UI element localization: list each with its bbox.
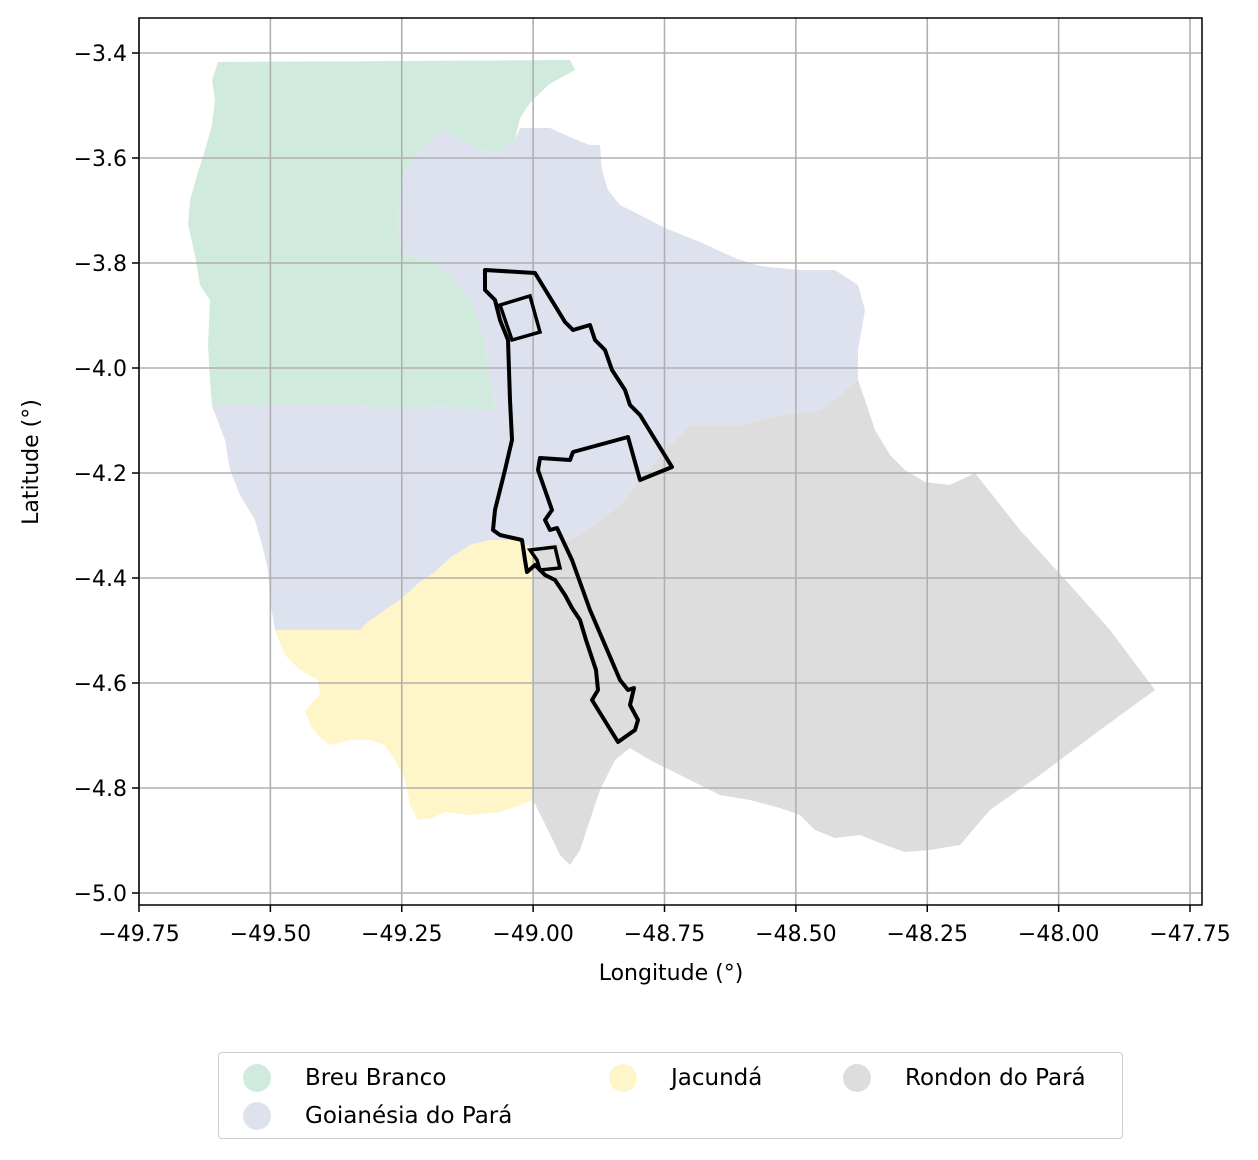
region-goianesia-do-para [212,128,865,630]
legend-item-goianesia-do-para: Goianésia do Pará [243,1101,512,1131]
outline-upper [483,268,674,744]
legend-item-rondon-do-para: Rondon do Pará [843,1063,1086,1093]
legend-marker [843,1064,871,1092]
y-tick-label: −4.2 [74,462,127,487]
x-tick-label: −48.75 [624,922,705,947]
legend-label: Breu Branco [305,1065,447,1091]
x-tick-label: −47.75 [1149,922,1230,947]
y-tick-label: −4.4 [74,567,127,592]
y-tick-label: −4.0 [74,357,127,382]
legend-item-breu-branco: Breu Branco [243,1063,446,1093]
x-axis-label: Longitude (°) [599,961,744,986]
axes-frame [138,17,1203,906]
y-axis-label: Latitude (°) [19,399,44,525]
y-tick-label: −3.4 [74,42,127,67]
region-jacunda [275,540,533,820]
x-tick-label: −49.25 [361,922,442,947]
x-tick-label: −48.50 [755,922,836,947]
legend-label: Goianésia do Pará [305,1103,513,1129]
x-tick-label: −48.00 [1018,922,1099,947]
legend-marker [243,1102,271,1130]
y-tick-label: −3.8 [74,252,127,277]
region-rondon-do-para [533,380,1155,865]
legend-item-jacunda: Jacundá [609,1063,762,1093]
y-tick-label: −3.6 [74,147,127,172]
legend-label: Jacundá [671,1065,763,1091]
legend-marker [243,1064,271,1092]
x-tick-label: −48.25 [887,922,968,947]
y-tick-label: −4.6 [74,672,127,697]
outline-lower-block [526,545,563,572]
x-axis-ticks: −49.75 −49.50 −49.25 −49.00 −48.75 −48.50 −48.… [98,905,1231,947]
legend-label: Rondon do Pará [905,1065,1086,1091]
x-tick-label: −49.75 [98,922,179,947]
legend: Breu Branco Goianésia do Pará Jacundá Ro… [218,1052,1123,1139]
y-tick-label: −4.8 [74,777,127,802]
outline-inner-block [497,293,543,343]
y-axis-ticks: −3.4 −3.6 −3.8 −4.0 −4.2 −4.4 −4.6 −4.8 −5.0 [74,42,139,907]
region-breu-branco [188,60,575,410]
study-area-outline [483,268,674,744]
regions [188,60,1155,865]
x-tick-label: −49.50 [230,922,311,947]
legend-marker [609,1064,637,1092]
y-tick-label: −5.0 [74,882,127,907]
x-tick-label: −49.00 [492,922,573,947]
